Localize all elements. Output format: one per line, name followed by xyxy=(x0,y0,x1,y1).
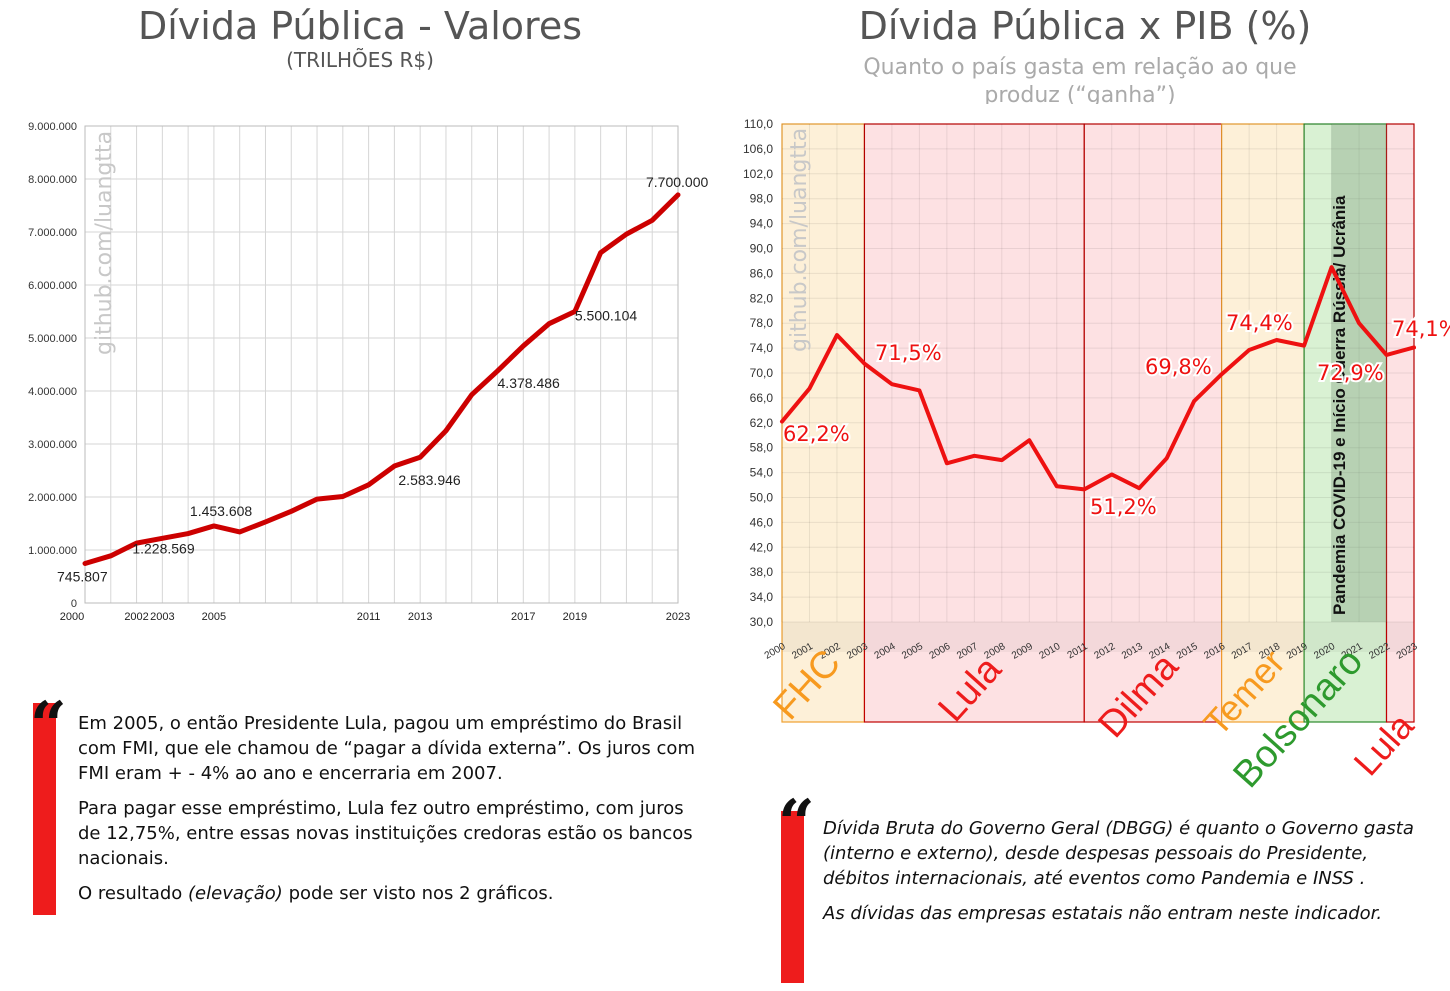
quote-mark-left-icon: “ xyxy=(30,688,67,763)
quote-left-p3-a: O resultado xyxy=(78,883,189,904)
period-band-lula xyxy=(1385,123,1415,723)
right-y-tick-label: 62,0 xyxy=(750,416,774,430)
left-y-tick-label: 0 xyxy=(71,598,77,610)
left-watermark: github.com/luangtta xyxy=(92,131,117,355)
right-chart-title: Dívida Pública x PIB (%) xyxy=(858,4,1312,48)
right-chart-subtitle: Quanto o país gasta em relação ao que pr… xyxy=(863,55,1297,104)
right-xaxis-strip xyxy=(782,622,1414,652)
right-data-label: 69,8% xyxy=(1145,355,1212,379)
period-band-temer xyxy=(1221,123,1305,723)
left-x-tick-label: 2002 xyxy=(124,611,148,623)
left-plot-frame xyxy=(84,125,679,604)
left-data-label: 745.807 xyxy=(57,568,108,584)
right-y-tick-label: 106,0 xyxy=(743,142,773,156)
right-data-label: 74,4% xyxy=(1226,311,1293,335)
right-y-tick-label: 54,0 xyxy=(750,466,774,480)
left-x-tick-label: 2019 xyxy=(563,611,587,623)
left-data-label: 2.583.946 xyxy=(398,472,460,488)
left-x-tick-label: 2005 xyxy=(202,611,226,623)
left-y-tick-label: 1.000.000 xyxy=(28,545,77,557)
quote-mark-right-icon: “ xyxy=(778,786,815,861)
right-y-tick-label: 86,0 xyxy=(750,266,774,280)
right-y-tick-label: 94,0 xyxy=(750,217,774,231)
quote-left-paragraph-1: Em 2005, o então Presidente Lula, pagou … xyxy=(78,713,695,784)
pandemic-overlay xyxy=(1331,124,1387,622)
left-x-tick-label: 2017 xyxy=(511,611,535,623)
left-y-tick-label: 8.000.000 xyxy=(28,174,77,186)
right-y-tick-label: 74,0 xyxy=(750,341,774,355)
left-data-label: 1.453.608 xyxy=(190,503,252,519)
left-x-tick-label: 2011 xyxy=(357,611,381,623)
left-y-tick-label: 4.000.000 xyxy=(28,386,77,398)
left-x-tick-label: 2023 xyxy=(666,611,690,623)
right-data-label: 72,9% xyxy=(1317,361,1384,385)
right-series-line xyxy=(780,265,1416,492)
left-x-tick-label: 2013 xyxy=(408,611,432,623)
right-y-tick-label: 34,0 xyxy=(750,590,774,604)
pandemic-annotation: Pandemia COVID-19 e Início Guerra Rússia… xyxy=(1330,195,1349,615)
right-data-label: 62,2% xyxy=(783,422,850,446)
left-data-label: 7.700.000 xyxy=(646,174,708,190)
quote-right-paragraph-2: As dívidas das empresas estatais não ent… xyxy=(823,903,1383,924)
left-chart-subtitle: (TRILHÕES R$) xyxy=(286,48,434,72)
period-band-dilma xyxy=(1083,123,1223,723)
right-data-label: 74,1% xyxy=(1392,317,1450,341)
right-y-tick-label: 110,0 xyxy=(744,117,773,131)
left-data-label: 1.228.569 xyxy=(132,540,194,556)
right-y-tick-label: 58,0 xyxy=(750,441,774,455)
right-watermark: github.com/luangtta xyxy=(787,128,812,352)
right-y-tick-label: 98,0 xyxy=(750,192,774,206)
right-y-tick-label: 66,0 xyxy=(750,391,774,405)
quote-left-paragraph-3: O resultado (elevação) pode ser visto no… xyxy=(78,881,698,906)
quote-right: Dívida Bruta do Governo Geral (DBGG) é q… xyxy=(823,816,1423,936)
quote-bar-left xyxy=(33,703,56,915)
right-data-label: 51,2% xyxy=(1090,495,1157,519)
right-y-tick-label: 102,0 xyxy=(743,167,773,181)
quote-left-p3-b: (elevação) xyxy=(188,883,283,904)
right-y-tick-label: 78,0 xyxy=(750,316,774,330)
left-data-label: 4.378.486 xyxy=(498,375,560,391)
right-y-tick-label: 50,0 xyxy=(750,491,774,505)
right-y-tick-label: 90,0 xyxy=(750,242,774,256)
left-chart-title: Dívida Pública - Valores xyxy=(137,4,583,48)
left-y-tick-label: 2.000.000 xyxy=(28,492,77,504)
quote-left-p3-c: pode ser visto nos 2 gráficos. xyxy=(282,883,554,904)
right-y-tick-label: 42,0 xyxy=(750,540,774,554)
left-x-tick-label: 2000 xyxy=(60,611,84,623)
quote-left: Em 2005, o então Presidente Lula, pagou … xyxy=(78,711,698,916)
right-y-tick-label: 46,0 xyxy=(750,515,774,529)
left-series-line xyxy=(82,192,681,566)
right-y-tick-label: 82,0 xyxy=(750,291,774,305)
left-y-tick-label: 7.000.000 xyxy=(28,227,77,239)
right-y-tick-label: 38,0 xyxy=(750,565,774,579)
period-band-lula xyxy=(863,123,1085,723)
quote-right-paragraph-1: Dívida Bruta do Governo Geral (DBGG) é q… xyxy=(823,818,1414,889)
right-y-tick-label: 70,0 xyxy=(750,366,774,380)
quote-left-paragraph-2: Para pagar esse empréstimo, Lula fez out… xyxy=(78,798,693,869)
left-data-label: 5.500.104 xyxy=(575,307,637,323)
period-band-bolsonaro xyxy=(1303,123,1388,723)
left-x-tick-label: 2003 xyxy=(150,611,174,623)
left-y-tick-label: 5.000.000 xyxy=(28,333,77,345)
right-y-tick-label: 30,0 xyxy=(750,615,774,629)
right-data-label: 71,5% xyxy=(875,341,942,365)
left-y-tick-label: 3.000.000 xyxy=(28,439,77,451)
left-y-tick-label: 9.000.000 xyxy=(28,121,77,133)
left-y-tick-label: 6.000.000 xyxy=(28,280,77,292)
quote-bar-right xyxy=(781,811,804,983)
